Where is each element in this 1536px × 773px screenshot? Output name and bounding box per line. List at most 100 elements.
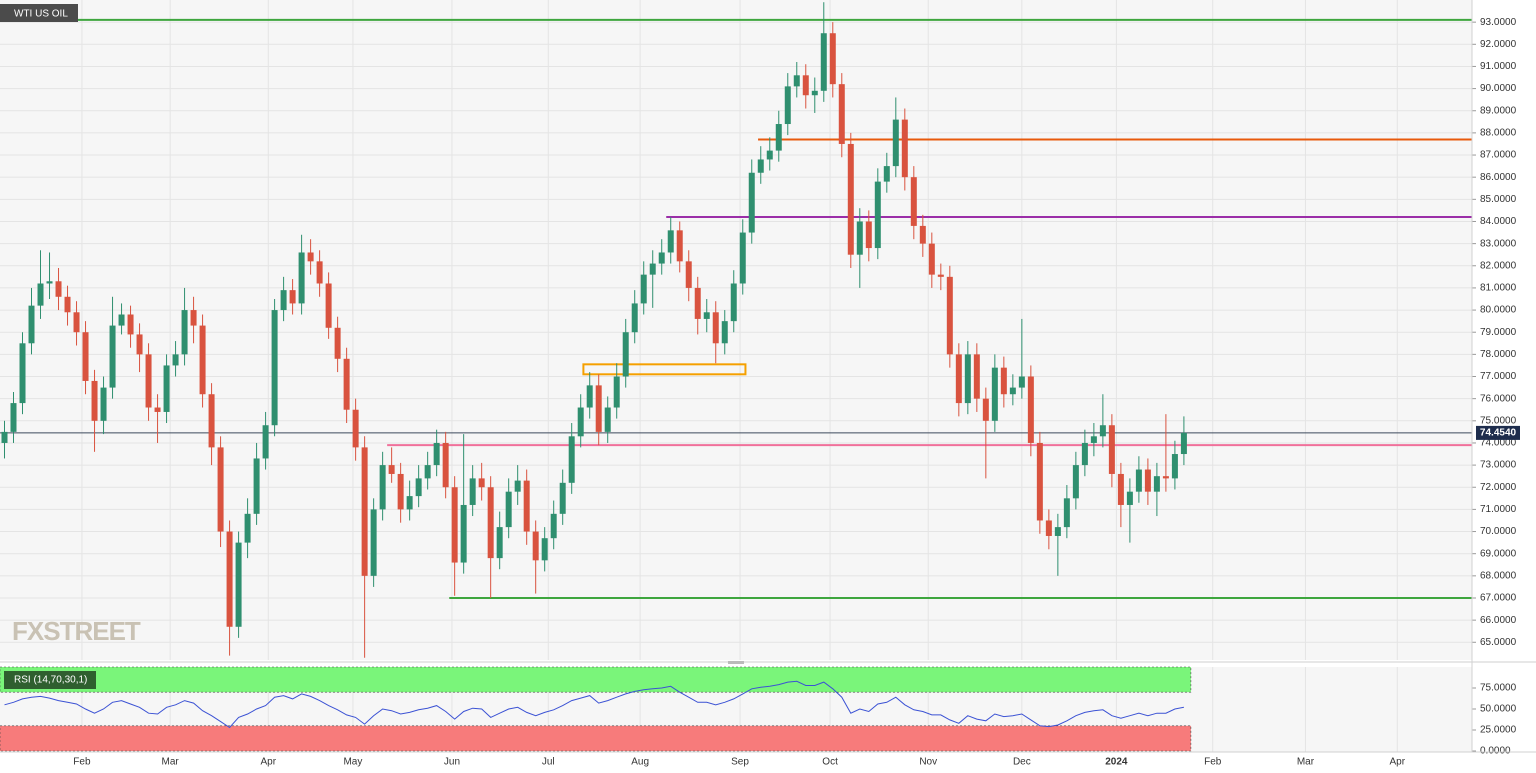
candle-body bbox=[208, 394, 215, 448]
candle-body bbox=[640, 274, 647, 304]
rsi-label-box bbox=[4, 671, 96, 689]
candle-body bbox=[550, 513, 557, 539]
candle-body bbox=[820, 33, 827, 91]
y-tick-label: 86.0000 bbox=[1480, 172, 1517, 183]
candle-body bbox=[793, 75, 800, 87]
title-box bbox=[0, 4, 78, 22]
candle-body bbox=[406, 496, 413, 510]
candle-body bbox=[334, 327, 341, 359]
x-tick-label: 2024 bbox=[1105, 757, 1128, 768]
candle-body bbox=[739, 232, 746, 284]
candle-body bbox=[919, 225, 926, 244]
rsi-tick-label: 50.0000 bbox=[1480, 704, 1517, 715]
candle-body bbox=[271, 310, 278, 426]
candle-body bbox=[532, 531, 539, 561]
candle-body bbox=[730, 283, 737, 322]
candle-body bbox=[667, 230, 674, 253]
candle-body bbox=[352, 409, 359, 448]
y-tick-label: 65.0000 bbox=[1480, 637, 1517, 648]
y-tick-label: 80.0000 bbox=[1480, 305, 1517, 316]
rsi-line bbox=[4, 680, 1184, 729]
candle-body bbox=[658, 252, 665, 264]
candle-body bbox=[748, 172, 755, 233]
candle-body bbox=[892, 119, 899, 167]
y-tick-label: 71.0000 bbox=[1480, 504, 1517, 515]
candle-body bbox=[991, 367, 998, 421]
candle-body bbox=[838, 84, 845, 144]
candle-body bbox=[622, 332, 629, 377]
candle-body bbox=[784, 86, 791, 125]
x-tick-label: Feb bbox=[73, 757, 91, 768]
x-tick-label: Aug bbox=[631, 757, 649, 768]
x-tick-label: Mar bbox=[162, 757, 180, 768]
candle-body bbox=[901, 119, 908, 178]
candle-body bbox=[424, 465, 431, 479]
candle-body bbox=[451, 487, 458, 563]
candle-body bbox=[118, 314, 125, 326]
y-tick-label: 79.0000 bbox=[1480, 327, 1517, 338]
candle-body bbox=[433, 442, 440, 466]
candle-body bbox=[1162, 476, 1169, 479]
candle-body bbox=[127, 314, 134, 335]
candle-body bbox=[73, 312, 80, 333]
y-tick-label: 93.0000 bbox=[1480, 17, 1517, 28]
watermark: FXSTREET bbox=[12, 616, 141, 646]
candle-body bbox=[172, 354, 179, 366]
candle-body bbox=[55, 281, 62, 297]
candle-body bbox=[1081, 442, 1088, 466]
candle-body bbox=[28, 305, 35, 344]
candle-body bbox=[82, 332, 89, 381]
rsi-tick-label: 75.0000 bbox=[1480, 683, 1517, 694]
candle-body bbox=[559, 482, 566, 514]
candle-body bbox=[1153, 476, 1160, 492]
y-tick-label: 73.0000 bbox=[1480, 460, 1517, 471]
candle-body bbox=[154, 407, 161, 412]
pane-resize-handle[interactable] bbox=[728, 661, 744, 664]
candle-body bbox=[10, 403, 17, 432]
candle-body bbox=[946, 276, 953, 355]
candle-body bbox=[199, 325, 206, 395]
rsi-tick-label: 25.0000 bbox=[1480, 725, 1517, 736]
candle-body bbox=[1072, 465, 1079, 499]
candle-body bbox=[487, 487, 494, 559]
levels bbox=[0, 18, 1472, 599]
last-price-tag bbox=[1476, 425, 1520, 440]
overbought-band bbox=[0, 666, 1192, 693]
candle-body bbox=[1063, 498, 1070, 528]
rsi-label: RSI (14,70,30,1) bbox=[14, 675, 87, 686]
candle-body bbox=[703, 312, 710, 319]
grid bbox=[0, 0, 1472, 752]
candle-body bbox=[217, 447, 224, 532]
candle-body bbox=[1099, 425, 1106, 437]
y-tick-label: 72.0000 bbox=[1480, 482, 1517, 493]
candle-body bbox=[307, 252, 314, 262]
candle-body bbox=[298, 252, 305, 304]
x-tick-label: Nov bbox=[919, 757, 937, 768]
candle-body bbox=[91, 380, 98, 421]
candle-body bbox=[46, 281, 53, 284]
candle-body bbox=[1045, 520, 1052, 536]
y-tick-label: 89.0000 bbox=[1480, 105, 1517, 116]
candle-body bbox=[280, 290, 287, 311]
y-tick-label: 75.0000 bbox=[1480, 415, 1517, 426]
y-tick-label: 68.0000 bbox=[1480, 570, 1517, 581]
candle-body bbox=[37, 283, 44, 306]
candle-body bbox=[766, 150, 773, 160]
candle-body bbox=[865, 221, 872, 249]
candle-body bbox=[982, 398, 989, 421]
candle-body bbox=[505, 491, 512, 528]
candle-body bbox=[325, 283, 332, 328]
candle-body bbox=[910, 177, 917, 226]
candle-body bbox=[1018, 376, 1025, 388]
y-tick-label: 69.0000 bbox=[1480, 548, 1517, 559]
candle-body bbox=[847, 143, 854, 255]
candle-body bbox=[262, 425, 269, 459]
candle-body bbox=[595, 385, 602, 432]
candle-body bbox=[136, 334, 143, 355]
candles bbox=[1, 2, 1187, 658]
x-tick-label: Mar bbox=[1297, 757, 1315, 768]
y-tick-label: 70.0000 bbox=[1480, 526, 1517, 537]
x-tick-label: Oct bbox=[822, 757, 838, 768]
y-tick-label: 66.0000 bbox=[1480, 615, 1517, 626]
y-tick-label: 90.0000 bbox=[1480, 83, 1517, 94]
